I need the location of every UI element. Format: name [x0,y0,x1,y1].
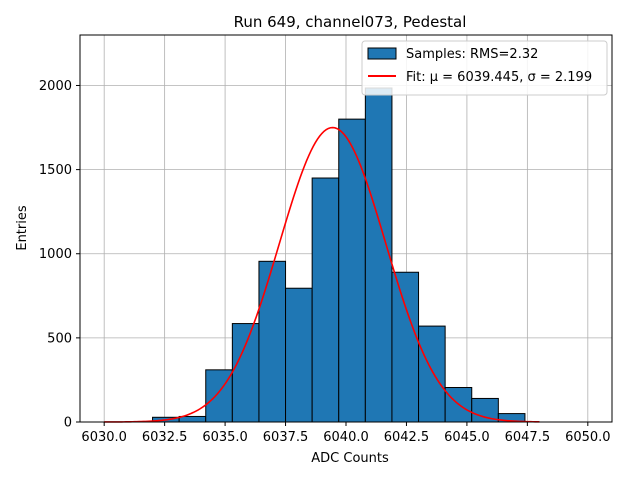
x-tick-label: 6047.5 [505,430,551,445]
y-axis-ticks: 0 500 1000 1500 2000 [39,79,80,431]
x-tick-label: 6030.0 [81,430,127,445]
x-tick-label: 6037.5 [263,430,309,445]
histogram-bar [285,287,313,423]
y-tick-label: 2000 [39,79,72,94]
histogram-bar [258,260,287,423]
x-tick-label: 6045.0 [444,430,490,445]
legend-label-fit: Fit: μ = 6039.445, σ = 2.199 [406,70,592,85]
y-tick-label: 0 [64,416,72,431]
x-tick-label: 6050.0 [565,430,611,445]
histogram-bars [152,87,526,423]
x-tick-label: 6042.5 [384,430,430,445]
x-tick-label: 6040.0 [323,430,369,445]
x-axis-label: ADC Counts [311,451,389,466]
histogram-bar [178,415,207,423]
histogram-bar [338,118,366,423]
x-tick-label: 6035.0 [202,430,248,445]
legend-swatch-samples [367,47,397,60]
histogram-bar [391,271,420,423]
legend-label-samples: Samples: RMS=2.32 [406,47,538,62]
y-tick-label: 500 [47,331,72,346]
legend-box [361,40,608,96]
histogram-bar [418,325,446,423]
y-tick-label: 1000 [39,247,72,262]
fit-curve [104,126,540,423]
legend: Samples: RMS=2.32 Fit: μ = 6039.445, σ =… [361,40,608,96]
histogram-bar [231,323,260,423]
x-axis-ticks: 6030.0 6032.5 6035.0 6037.5 6040.0 6042.5 6045… [81,422,611,445]
y-axis-label: Entries [15,205,30,251]
fit-curve-layer [104,126,540,423]
histogram-bar [311,177,340,423]
y-tick-label: 1500 [39,163,72,178]
chart-title: Run 649, channel073, Pedestal [234,13,467,31]
x-tick-label: 6032.5 [142,430,188,445]
histogram-bar [364,87,393,423]
